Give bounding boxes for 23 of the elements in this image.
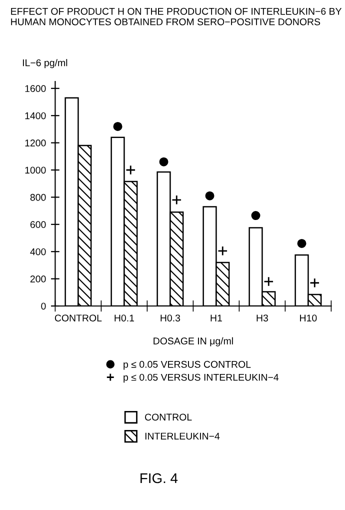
- y-tick-label: 1000: [25, 166, 46, 174]
- x-tick-label: H3: [256, 314, 268, 322]
- chart-title: EFFECT OF PRODUCT H ON THE PRODUCTION OF INTERLEUKIN−6 BY HUMAN MONOCYTES OBTAINED FROM SERO−POSITIVE DONORS: [11, 8, 342, 26]
- caption: FIG. 4: [140, 473, 178, 484]
- y-tick-label: 1200: [25, 140, 46, 146]
- y-tick-label: 400: [30, 248, 46, 256]
- y-tick-label: 200: [30, 276, 46, 282]
- legend-label: INTERLEUKIN−4: [145, 432, 220, 440]
- x-tick-label: H0.1: [114, 314, 134, 322]
- x-tick-label: H0.3: [160, 314, 180, 322]
- x-axis-title: DOSAGE IN μg/ml: [154, 337, 233, 346]
- x-tick-label: H10: [300, 314, 317, 322]
- y-axis-title: IL−6 pg/ml: [22, 59, 68, 68]
- legend-label: p ≤ 0.05 VERSUS INTERLEUKIN−4: [124, 374, 279, 383]
- legend-label: CONTROL: [145, 414, 192, 421]
- y-tick-label: 600: [30, 221, 46, 228]
- y-tick-label: 1400: [25, 112, 46, 120]
- x-tick-label: CONTROL: [54, 314, 102, 322]
- y-tick-label: 0: [41, 302, 46, 310]
- y-tick-label: 800: [30, 194, 46, 201]
- y-tick-label: 1600: [25, 85, 46, 92]
- x-tick-label: H1: [210, 314, 222, 322]
- legend-label: p ≤ 0.05 VERSUS CONTROL: [124, 360, 251, 370]
